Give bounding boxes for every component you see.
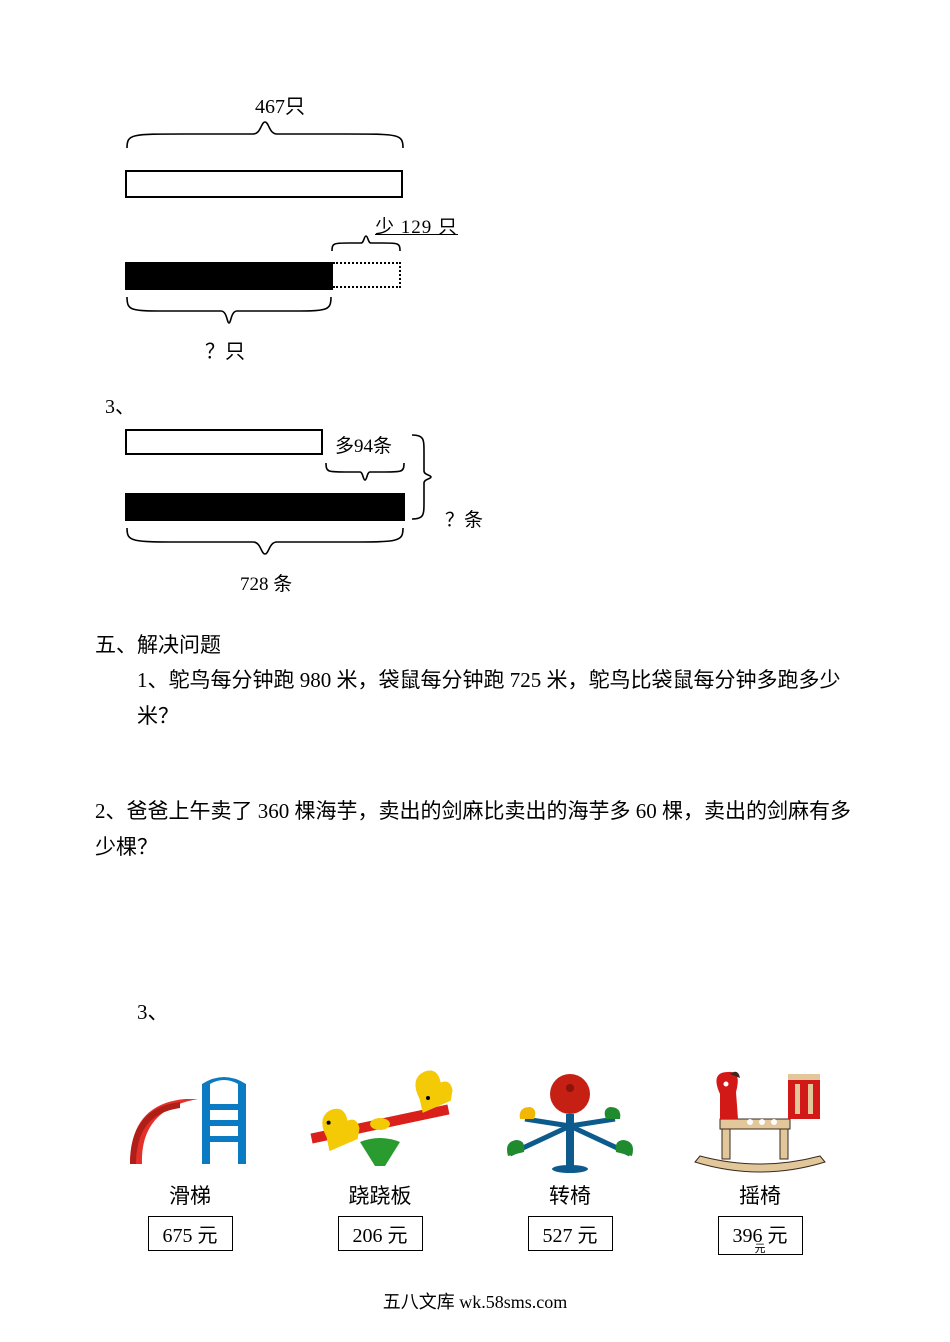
rocking-horse-name: 摇椅	[675, 1180, 845, 1210]
question-1: 1、鸵鸟每分钟跑 980 米，袋鼠每分钟跑 725 米，鸵鸟比袋鼠每分钟多跑多少…	[137, 663, 855, 734]
product-row: 滑梯 675 元 跷跷板 206 元	[95, 1064, 855, 1257]
page-footer: 五八文库 wk.58sms.com	[0, 1288, 950, 1314]
brace-top-icon	[125, 120, 405, 150]
brace-right-icon	[410, 433, 432, 521]
slide-price: 675 元	[148, 1216, 233, 1251]
brace-less-icon	[331, 235, 401, 253]
item-3-marker: 3、	[105, 390, 855, 419]
diagram2-top-label: 467只	[255, 90, 305, 119]
diagram2-bottom-label: ？只	[205, 335, 245, 364]
diagram-2: 467只 少 129 只 ？只	[125, 90, 855, 380]
diagram3-bar-white	[125, 429, 323, 455]
spinner-name: 转椅	[485, 1180, 655, 1210]
diagram3-right-label: ？条	[445, 505, 483, 532]
product-seesaw: 跷跷板 206 元	[295, 1064, 465, 1257]
rocking-horse-image	[680, 1064, 840, 1174]
diagram2-bar-black	[125, 262, 333, 290]
diagram-3: 多94条 ？条 728 条	[125, 421, 855, 621]
seesaw-image	[300, 1064, 460, 1174]
seesaw-name: 跷跷板	[295, 1180, 465, 1210]
diagram2-bar-dashed	[333, 262, 401, 288]
slide-name: 滑梯	[105, 1180, 275, 1210]
product-slide: 滑梯 675 元	[105, 1064, 275, 1257]
product-rocking-horse: 摇椅 396 元 元	[675, 1064, 845, 1257]
spinner-image	[490, 1064, 650, 1174]
question-2: 2、爸爸上午卖了 360 棵海芋，卖出的剑麻比卖出的海芋多 60 棵，卖出的剑麻…	[95, 794, 855, 865]
section-5-title: 五、解决问题	[95, 629, 855, 659]
product-spinner: 转椅 527 元	[485, 1064, 655, 1257]
diagram3-bar-black	[125, 493, 405, 521]
diagram3-bottom-label: 728 条	[240, 569, 292, 596]
spinner-price: 527 元	[528, 1216, 613, 1251]
brace-bottom2-icon	[125, 526, 405, 556]
rocking-horse-price: 396 元 元	[718, 1216, 803, 1256]
seesaw-price: 206 元	[338, 1216, 423, 1251]
brace-mid-icon	[325, 461, 405, 481]
slide-image	[110, 1064, 270, 1174]
diagram3-more-label: 多94条	[335, 431, 392, 458]
brace-bottom-icon	[125, 295, 333, 325]
diagram2-bar-white	[125, 170, 403, 198]
question-3-marker: 3、	[137, 996, 855, 1026]
